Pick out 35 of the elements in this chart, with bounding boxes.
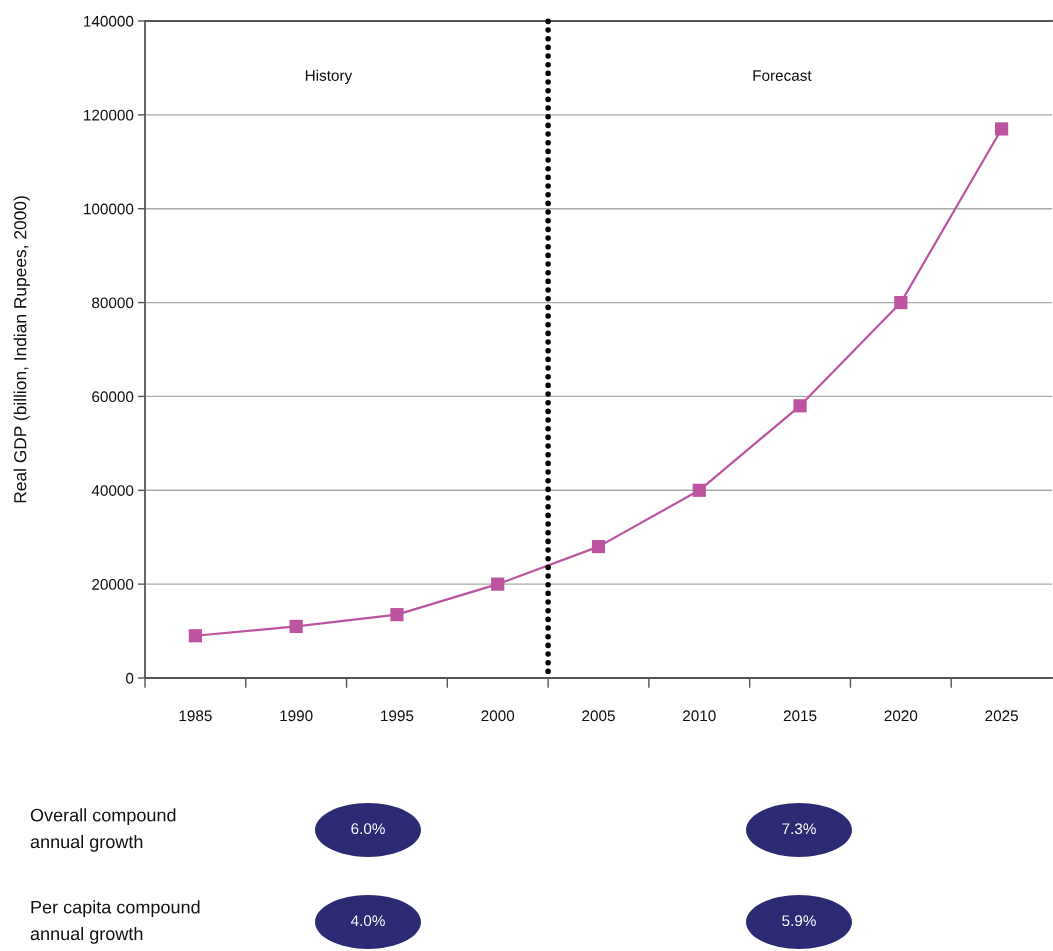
y-tick-label: 40000 <box>91 485 134 496</box>
point <box>390 608 404 622</box>
point <box>591 540 606 554</box>
point <box>289 619 303 633</box>
x-tick-label: 2005 <box>582 710 615 722</box>
point <box>894 295 908 310</box>
category-label: Overall compound annual growth <box>30 808 176 852</box>
y-tick-label: 0 <box>125 672 134 684</box>
point <box>793 399 807 413</box>
y-tick-label: 60000 <box>92 391 134 403</box>
x-tick-label: 2000 <box>481 710 515 722</box>
x-tick-label: 2015 <box>783 710 817 722</box>
point <box>188 629 202 643</box>
text: 6.0% <box>351 823 385 835</box>
y-tick-label: 100000 <box>84 203 134 215</box>
x-tick-label: 1990 <box>280 710 313 722</box>
point <box>491 577 505 591</box>
x-tick-label: 1985 <box>179 710 212 722</box>
text: 4.0% <box>350 915 385 927</box>
text: 7.3% <box>782 823 816 835</box>
x-tick-label: 2020 <box>884 710 918 722</box>
x-tick-label: 1995 <box>381 710 414 722</box>
text: 5.9% <box>782 915 816 927</box>
category-label: Per capita compound annual growth <box>30 900 200 944</box>
y-tick-label: 120000 <box>84 109 134 121</box>
y-tick-label: 80000 <box>92 297 134 309</box>
y-tick-label: 20000 <box>92 579 134 590</box>
x-tick-label: 2025 <box>985 710 1018 722</box>
annotation: Forecast <box>753 70 812 81</box>
point <box>995 122 1009 136</box>
y-axis-title: Real GDP (billion, Indian Rupees, 2000) <box>13 196 30 503</box>
annotation: History <box>305 69 353 84</box>
y-tick-label: 140000 <box>84 15 134 27</box>
point <box>692 483 706 497</box>
x-tick-label: 2010 <box>683 710 716 722</box>
